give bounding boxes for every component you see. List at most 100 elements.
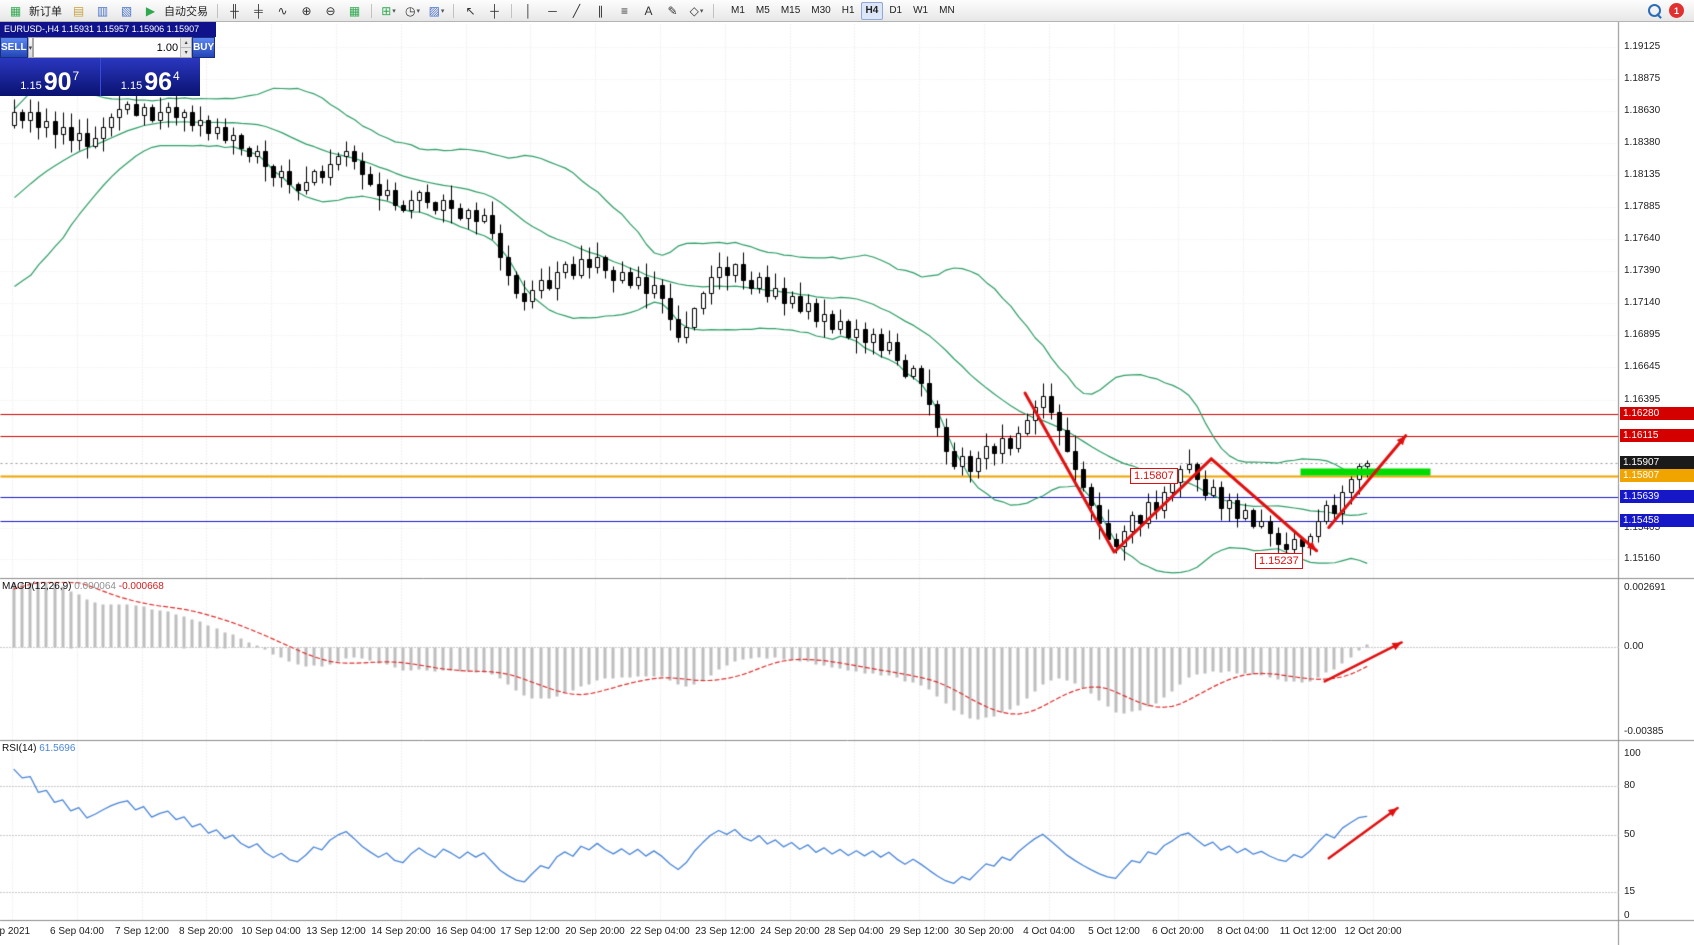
templates-icon[interactable]: ▨ ▾ (425, 1, 448, 20)
crosshair-icon[interactable]: ┼ (483, 1, 506, 20)
chart-window-title: EURUSD-,H4 1.15931 1.15957 1.15906 1.159… (0, 22, 216, 37)
trade-prices-row: 1.15 90 7 1.15 96 4 (0, 58, 200, 96)
crosshair-icon: ┼ (490, 3, 499, 18)
autotrading-icon: ▶ (145, 3, 156, 18)
swing-low-label[interactable]: 1.15237 (1255, 553, 1303, 569)
text-label-icon[interactable]: ✎ (661, 1, 684, 20)
macd-name: MACD(12,26,9) (2, 581, 72, 592)
text-icon: A (644, 3, 653, 18)
new-order-icon[interactable]: ▦ (4, 1, 27, 20)
timeframe-w1[interactable]: W1 (913, 4, 929, 16)
sell-price-prefix: 1.15 (20, 79, 42, 92)
bar-chart-icon[interactable]: ╫ (223, 1, 246, 20)
toolbar-separator (453, 3, 454, 18)
timeframe-h4[interactable]: H4 (860, 1, 884, 20)
horizontal-line-icon[interactable]: ─ (541, 1, 564, 20)
market-watch-icon[interactable]: ▥ (91, 1, 114, 20)
text-icon[interactable]: A (637, 1, 660, 20)
timeframe-group: M1 M5 M15 M30 H1 H4 D1 W1 MN (726, 1, 960, 20)
macd-signal-value: -0.000668 (118, 581, 164, 592)
buy-button[interactable]: BUY (192, 37, 216, 58)
chevron-down-icon: ▾ (392, 7, 396, 15)
buy-price[interactable]: 1.15 96 4 (101, 58, 201, 96)
indicators-icon[interactable]: ⊞ ▾ (377, 1, 400, 20)
vertical-line-icon[interactable]: │ (517, 1, 540, 20)
fibonacci-icon: ≡ (620, 3, 628, 18)
autotrading-icon[interactable]: ▶ (139, 1, 162, 20)
line-chart-icon: ∿ (277, 3, 288, 18)
channel-icon[interactable]: ∥ (589, 1, 612, 20)
candlestick-chart-icon[interactable]: ╪ (247, 1, 270, 20)
toolbar-separator (713, 3, 714, 18)
tile-windows-icon: ▦ (348, 3, 361, 18)
zoom-in-icon: ⊕ (301, 3, 312, 18)
line-chart-icon[interactable]: ∿ (271, 1, 294, 20)
volume-up-icon[interactable]: ▴ (180, 38, 192, 48)
trade-controls-row: SELL ▾ ▴▾ BUY (0, 37, 216, 58)
toolbar-right: 1 (1648, 3, 1690, 18)
price-divider (99, 58, 101, 96)
buy-price-sup: 4 (173, 69, 180, 83)
toolbar-separator (371, 3, 372, 18)
chevron-down-icon: ▾ (699, 7, 704, 15)
market-watch-icon: ▥ (96, 3, 109, 18)
cursor-icon: ↖ (465, 3, 476, 18)
rsi-label: RSI(14) 61.5696 (2, 743, 75, 754)
toolbar-separator (217, 3, 218, 18)
buy-price-prefix: 1.15 (120, 79, 143, 92)
sell-price[interactable]: 1.15 90 7 (0, 58, 100, 96)
price-level-badge: 1.16280 (1620, 407, 1694, 420)
zoom-out-icon: ⊖ (325, 3, 336, 18)
timeframe-d1[interactable]: D1 (889, 4, 903, 16)
price-level-badge: 1.16115 (1620, 429, 1694, 442)
price-level-badge: 1.15639 (1620, 490, 1694, 503)
zoom-out-icon[interactable]: ⊖ (319, 1, 342, 20)
toolbar: ▦ 新订单 ▤ ▥ ▧ ▶ 自动交易 ╫ ╪ ∿ ⊕ ⊖ ▦ ⊞ ▾ ◷ ▾ ▨ ▾ ↖ ┼ │ ─ ╱ ∥ ≡ A ✎ ◇ ▾ M1 M5… (0, 0, 1694, 22)
search-icon[interactable] (1648, 4, 1661, 17)
swing-high-label[interactable]: 1.15807 (1130, 468, 1178, 484)
periods-icon: ◷ (405, 3, 416, 18)
tile-windows-icon[interactable]: ▦ (343, 1, 366, 20)
bar-chart-icon: ╫ (230, 3, 239, 18)
sell-price-sup: 7 (72, 69, 80, 83)
macd-label: MACD(12,26,9) 0.000064 -0.000668 (2, 581, 164, 592)
toolbar-icons: ▦ 新订单 ▤ ▥ ▧ ▶ 自动交易 ╫ ╪ ∿ ⊕ ⊖ ▦ ⊞ ▾ ◷ ▾ ▨ ▾ ↖ ┼ │ ─ ╱ ∥ ≡ A ✎ ◇ ▾ (4, 1, 718, 20)
notification-badge[interactable]: 1 (1669, 3, 1684, 18)
trendline-icon[interactable]: ╱ (565, 1, 588, 20)
price-level-badge: 1.15807 (1620, 469, 1694, 482)
sell-button[interactable]: SELL (0, 37, 28, 58)
volume-input[interactable] (34, 38, 181, 57)
timeframe-m1[interactable]: M1 (731, 4, 745, 16)
timeframe-m5[interactable]: M5 (755, 4, 770, 16)
timeframe-h1[interactable]: H1 (841, 4, 855, 16)
chevron-down-icon: ▾ (440, 7, 445, 15)
cursor-icon[interactable]: ↖ (459, 1, 482, 20)
order-type-dropdown[interactable]: ▾ (27, 37, 34, 58)
one-click-trading-panel: SELL ▾ ▴▾ BUY 1.15 90 7 1.15 96 4 (0, 37, 216, 96)
shapes-icon[interactable]: ◇ ▾ (685, 1, 708, 20)
volume-down-icon[interactable]: ▾ (180, 48, 192, 57)
timeframe-m15[interactable]: M15 (780, 4, 801, 16)
text-label-icon: ✎ (667, 3, 678, 18)
new-order-icon: ▦ (9, 3, 22, 18)
trendline-icon: ╱ (572, 3, 581, 18)
chart-window-icon[interactable]: ▤ (67, 1, 90, 20)
candlestick-chart-icon: ╪ (254, 3, 263, 18)
current-price-badge: 1.15907 (1620, 456, 1694, 469)
zoom-in-icon[interactable]: ⊕ (295, 1, 318, 20)
rsi-name: RSI(14) (2, 743, 37, 754)
shapes-icon: ◇ (689, 3, 699, 18)
new-order-icon-label: 新订单 (29, 5, 62, 18)
timeframe-mn[interactable]: MN (939, 4, 955, 16)
navigator-icon[interactable]: ▧ (115, 1, 138, 20)
rsi-value: 61.5696 (39, 743, 76, 754)
chart-window-icon: ▤ (72, 3, 85, 18)
toolbar-separator (511, 3, 512, 18)
chevron-down-icon: ▾ (416, 7, 420, 15)
timeframe-m30[interactable]: M30 (811, 4, 831, 16)
fibonacci-icon[interactable]: ≡ (613, 1, 636, 20)
volume-stepper[interactable]: ▴ ▾ (180, 38, 192, 57)
periods-icon[interactable]: ◷ ▾ (401, 1, 424, 20)
